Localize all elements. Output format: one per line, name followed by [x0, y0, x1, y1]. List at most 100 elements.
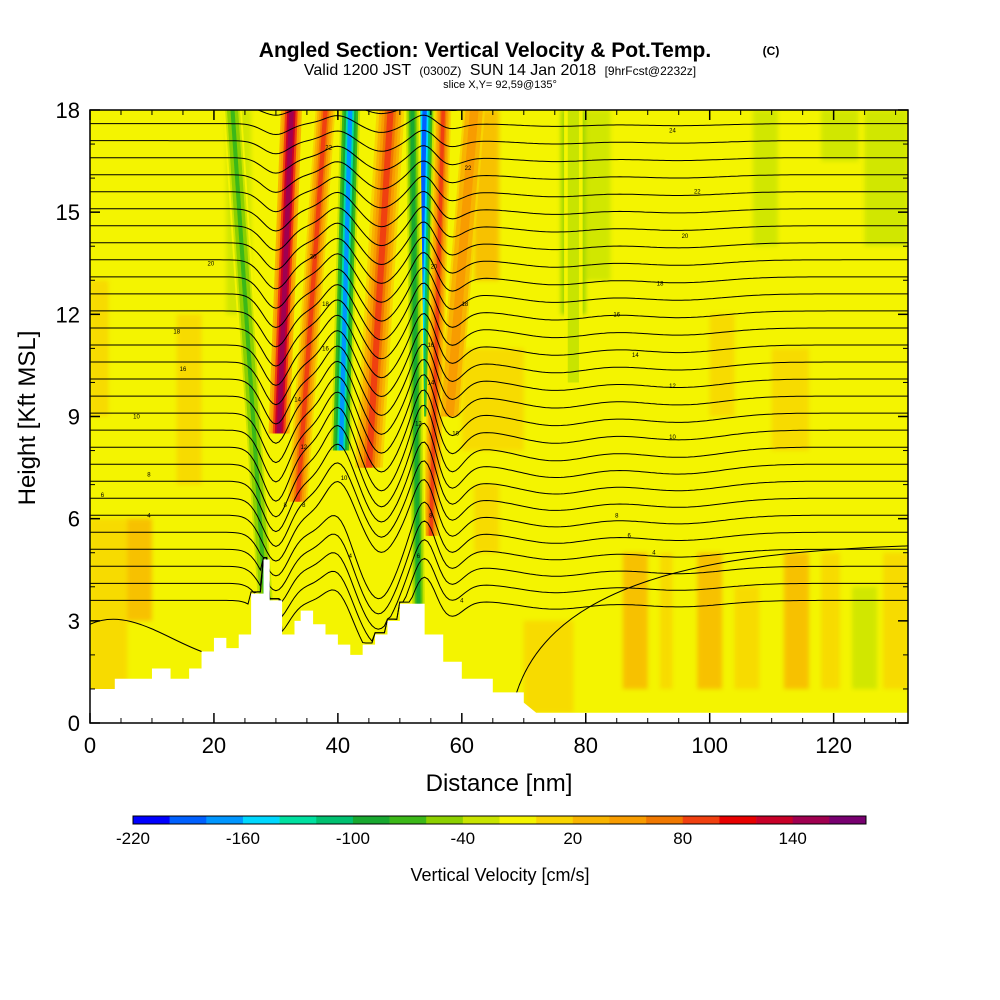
- isentrope-line: [90, 557, 908, 643]
- isentrope-line: [90, 343, 908, 425]
- contour-label: 4: [349, 554, 353, 560]
- isentrope-line: [90, 520, 908, 615]
- colorbar-tick-label: -160: [226, 829, 260, 848]
- contour-label: 12: [415, 421, 422, 427]
- contour-label: 10: [669, 435, 676, 441]
- contour-label: 20: [310, 254, 317, 260]
- velocity-patch: [622, 552, 648, 689]
- contour-label: 22: [694, 190, 701, 196]
- colorbar-swatch: [169, 816, 207, 824]
- colorbar-label: Vertical Velocity [cm/s]: [410, 865, 589, 885]
- contour-label: 18: [173, 329, 180, 335]
- contour-label: 12: [300, 445, 307, 451]
- velocity-patches: [90, 110, 908, 713]
- updraft-plume: [438, 110, 486, 417]
- plume-band: [295, 110, 328, 502]
- slice-label: slice X,Y= 92,59@135°: [443, 79, 557, 91]
- contour-label: 4: [460, 598, 464, 604]
- title-mark: (C): [763, 44, 780, 58]
- downdraft-plume: [331, 110, 361, 451]
- colorbar-swatch: [536, 816, 574, 824]
- contour-label: 10: [341, 476, 348, 482]
- velocity-patch: [461, 348, 524, 451]
- contour-label: 12: [669, 384, 676, 390]
- x-tick-label: 120: [815, 733, 852, 758]
- contour-label: 8: [147, 472, 151, 478]
- isentrope-line: [90, 221, 908, 271]
- isentrope-line: [90, 460, 908, 547]
- velocity-patch: [784, 552, 809, 689]
- isentrope-line: [90, 479, 908, 562]
- colorbar-swatch: [646, 816, 684, 824]
- contour-label: 14: [294, 397, 301, 403]
- velocity-patch: [852, 586, 878, 689]
- velocity-patch: [821, 552, 840, 689]
- colorbar-tick-label: 20: [563, 829, 582, 848]
- colorbar-swatch: [792, 816, 830, 824]
- x-tick-label: 40: [326, 733, 350, 758]
- velocity-patch: [660, 552, 673, 689]
- colorbar-swatch: [609, 816, 647, 824]
- updraft-plume: [354, 110, 405, 468]
- colorbar-swatch: [133, 816, 170, 824]
- y-tick-label: 15: [56, 200, 80, 225]
- y-tick-label: 9: [68, 405, 80, 430]
- plot-area: 24 22 20 18 16 14 12 10 8 6 4 20 18 16 10 8 6 4 22 20 18 16 14…: [90, 110, 908, 723]
- isentrope-line: [90, 328, 908, 406]
- colorbar-swatch: [829, 816, 867, 824]
- x-tick-label: 80: [574, 733, 598, 758]
- contour-label: 4: [652, 551, 656, 557]
- y-tick-label: 6: [68, 507, 80, 532]
- contour-label: 14: [632, 353, 639, 359]
- isentrope-line: [90, 539, 908, 630]
- contour-label: 8: [429, 513, 433, 519]
- contour-label: 18: [322, 302, 329, 308]
- isentrope-line: [90, 501, 908, 600]
- y-axis-label: Height [Kft MSL]: [14, 331, 41, 506]
- x-axis: 0 20 40 60 80 100 120: [84, 110, 897, 758]
- isentrope-line: [90, 175, 908, 213]
- plume-band: [276, 110, 294, 434]
- velocity-patch: [127, 518, 152, 621]
- isentrope-line: [90, 422, 908, 518]
- pot-temp-contours: [90, 110, 908, 713]
- contour-label: 20: [431, 265, 438, 271]
- y-axis: 0 3 6 9 12 15 18: [56, 98, 908, 736]
- contour-label: 6: [101, 493, 105, 499]
- plume-band: [571, 110, 576, 383]
- colorbar-tick-label: -40: [451, 829, 476, 848]
- colorbar-swatch: [682, 816, 720, 824]
- y-tick-label: 0: [68, 711, 80, 736]
- isentrope-line: [90, 252, 908, 309]
- isentrope-line: [510, 545, 908, 713]
- isentrope-line: [90, 618, 202, 652]
- isentrope-line: [90, 160, 908, 193]
- contour-label: 8: [284, 503, 288, 509]
- subtitle-date: SUN 14 Jan 2018: [470, 62, 596, 79]
- colorbar-tick-label: 80: [673, 829, 692, 848]
- isentrope-line: [90, 313, 908, 386]
- isentrope-line: [90, 190, 908, 232]
- colorbar-swatch: [389, 816, 427, 824]
- contour-label: 8: [302, 503, 306, 509]
- isentrope-line: [90, 267, 908, 329]
- isentrope-line: [90, 145, 908, 174]
- isentrope-line: [90, 358, 908, 444]
- x-tick-label: 60: [450, 733, 474, 758]
- velocity-patch: [771, 348, 809, 451]
- contour-label: 10: [452, 432, 459, 438]
- isentrope-line: [90, 374, 908, 464]
- colorbar-tick-label: -100: [336, 829, 370, 848]
- colorbar-swatch: [352, 816, 390, 824]
- contour-label: 8: [615, 513, 619, 519]
- y-tick-label: 12: [56, 302, 80, 327]
- isentrope-line: [90, 389, 908, 483]
- contour-label: 16: [613, 312, 620, 318]
- isentrope-line: [90, 236, 908, 290]
- colorbar-swatch: [462, 816, 500, 824]
- x-axis-label: Distance [nm]: [426, 770, 573, 797]
- colorbar-swatch: [756, 816, 793, 824]
- colorbar-swatch: [279, 816, 317, 824]
- x-tick-label: 100: [691, 733, 728, 758]
